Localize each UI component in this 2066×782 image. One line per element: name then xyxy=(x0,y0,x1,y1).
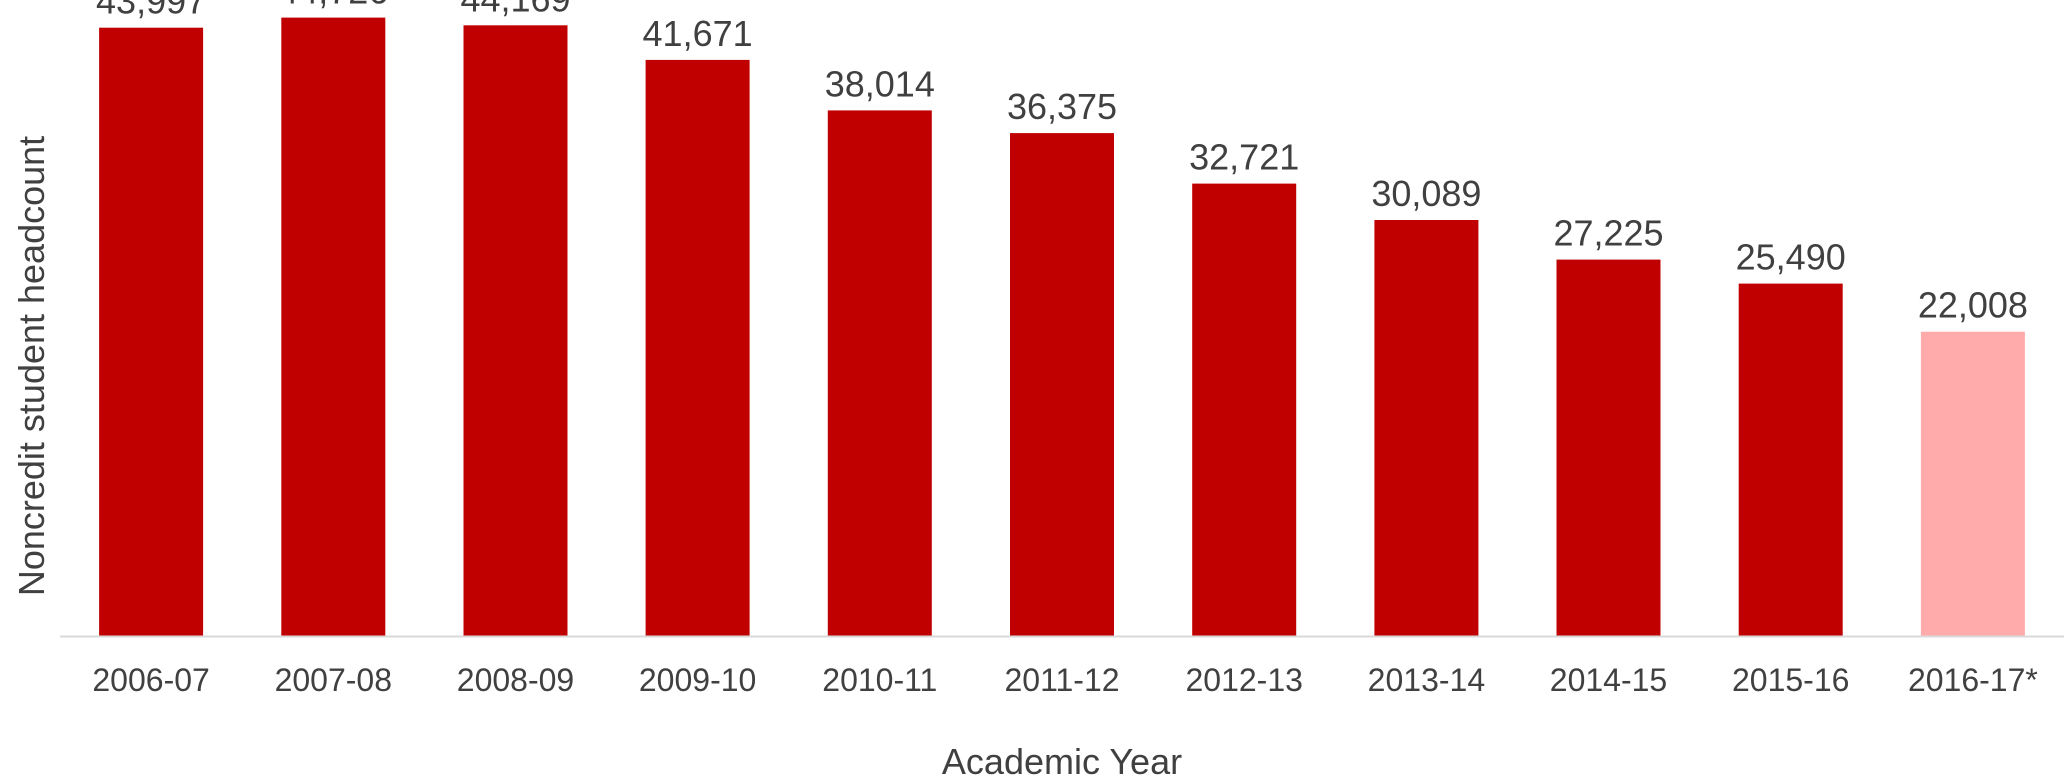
value-labels-group: 43,997 44,726 44,169 41,671 38,014 36,375 32,7… xyxy=(96,0,2028,326)
x-tick-label-2011-12: 2011-12 xyxy=(1004,662,1119,698)
bar-2010-11 xyxy=(827,110,932,636)
x-tick-labels-group: 2006-07 2007-08 2008-09 2009-10 2010-11 2011-… xyxy=(92,662,2037,698)
x-tick-label-2015-16: 2015-16 xyxy=(1732,662,1849,698)
data-label-2012-13: 32,721 xyxy=(1189,137,1299,178)
x-tick-label-2008-09: 2008-09 xyxy=(457,662,574,698)
bar-2009-10 xyxy=(645,59,750,636)
data-label-2011-12: 36,375 xyxy=(1007,86,1117,127)
x-tick-label-2007-08: 2007-08 xyxy=(275,662,392,698)
x-axis-title: Academic Year xyxy=(942,741,1182,782)
data-label-2016-17*: 22,008 xyxy=(1918,285,2028,326)
data-label-2007-08: 44,726 xyxy=(278,0,388,12)
x-tick-label-2014-15: 2014-15 xyxy=(1550,662,1667,698)
x-tick-label-2010-11: 2010-11 xyxy=(822,662,937,698)
x-tick-label-2006-07: 2006-07 xyxy=(92,662,209,698)
bar-2013-14 xyxy=(1374,220,1479,636)
data-label-2010-11: 38,014 xyxy=(825,63,935,104)
data-label-2009-10: 41,671 xyxy=(643,13,753,54)
bar-2007-08 xyxy=(281,17,386,637)
y-axis-title: Noncredit student headcount xyxy=(11,136,52,596)
x-tick-label-2013-14: 2013-14 xyxy=(1368,662,1485,698)
bar-2014-15 xyxy=(1556,259,1661,636)
data-label-2008-09: 44,169 xyxy=(460,0,570,19)
x-tick-label-2016-17*: 2016-17* xyxy=(1908,662,2038,698)
x-tick-label-2012-13: 2012-13 xyxy=(1185,662,1302,698)
data-label-2013-14: 30,089 xyxy=(1371,173,1481,214)
bar-2016-17* xyxy=(1920,331,2025,636)
bar-2011-12 xyxy=(1010,133,1114,636)
data-label-2015-16: 25,490 xyxy=(1736,237,1846,278)
bar-2015-16 xyxy=(1738,283,1843,636)
data-label-2014-15: 27,225 xyxy=(1553,213,1663,254)
bar-2006-07 xyxy=(99,27,204,636)
bar-2008-09 xyxy=(463,25,568,637)
data-label-2006-07: 43,997 xyxy=(96,0,206,22)
bars-group xyxy=(99,17,2025,637)
bar-2012-13 xyxy=(1192,183,1297,636)
x-tick-label-2009-10: 2009-10 xyxy=(639,662,756,698)
